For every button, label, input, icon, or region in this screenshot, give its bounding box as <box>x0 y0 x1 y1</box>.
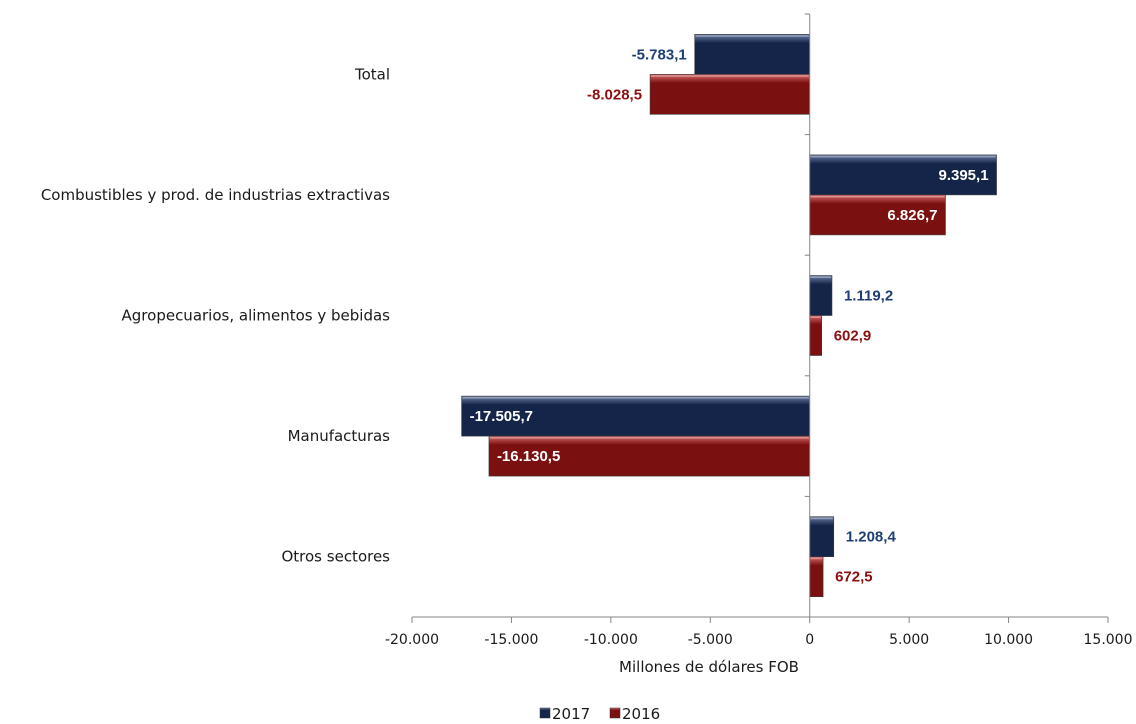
x-tick-label: 10.000 <box>984 632 1033 648</box>
bar-bevel-2017-otros-sectores <box>810 517 833 520</box>
x-tick-label: 0 <box>805 632 814 648</box>
bar-bevel-2017-manufacturas <box>462 397 809 399</box>
bar-bevel-2016-total <box>651 75 809 77</box>
legend-swatch-2016 <box>609 707 621 719</box>
bar-2017-manufacturas <box>461 395 811 437</box>
data-label-2017-otros-sectores: 1.208,4 <box>846 529 897 546</box>
data-label-2016-otros-sectores: 672,5 <box>835 569 873 586</box>
x-tick-label: -20.000 <box>385 632 439 648</box>
data-labels-group: -5.783,1 -8.028,5 9.395,1 6.826,7 1.119,2 602… <box>470 46 989 585</box>
data-label-2017-combustibles-y-prod-de-industrias-extractivas: 9.395,1 <box>938 167 988 184</box>
x-tick-label: -5.000 <box>688 632 733 648</box>
x-tick-label: 15.000 <box>1084 632 1133 648</box>
x-tick-label: -15.000 <box>484 632 538 648</box>
legend-label-2017: 2017 <box>552 705 590 723</box>
category-label-otros-sectores: Otros sectores <box>281 548 390 566</box>
data-label-2016-combustibles-y-prod-de-industrias-extractivas: 6.826,7 <box>887 207 937 224</box>
category-label-total: Total <box>354 65 390 83</box>
category-label-agropecuarios-alimentos-y-bebidas: Agropecuarios, alimentos y bebidas <box>122 307 391 325</box>
bar-2017-otros-sectores <box>809 516 835 558</box>
category-label-combustibles-y-prod-de-industrias-extractivas: Combustibles y prod. de industrias extra… <box>41 186 390 204</box>
legend: 2017 2016 <box>539 705 660 723</box>
bar-2016-combustibles-y-prod-de-industrias-extractivas <box>809 194 946 236</box>
legend-label-2016: 2016 <box>622 705 660 723</box>
data-label-2016-total: -8.028,5 <box>587 86 642 103</box>
bar-bevel-2016-agropecuarios-alimentos-y-bebidas <box>810 316 821 318</box>
bar-bevel-2016-manufacturas <box>489 437 809 439</box>
bars-group <box>461 33 997 598</box>
x-tick-label: 5.000 <box>889 632 929 648</box>
data-label-2017-agropecuarios-alimentos-y-bebidas: 1.119,2 <box>844 288 893 305</box>
bar-bevel-2017-combustibles-y-prod-de-industrias-extractivas <box>810 155 996 158</box>
bar-bevel-2017-total <box>695 35 809 37</box>
bar-2016-otros-sectores <box>809 556 824 598</box>
bar-2017-agropecuarios-alimentos-y-bebidas <box>809 275 833 316</box>
data-label-2017-total: -5.783,1 <box>632 46 687 63</box>
data-label-2016-agropecuarios-alimentos-y-bebidas: 602,9 <box>834 328 872 345</box>
x-axis-title: Millones de dólares FOB <box>619 658 799 676</box>
bar-bevel-2016-otros-sectores <box>810 557 823 560</box>
bar-2016-total <box>649 74 811 115</box>
data-label-2017-manufacturas: -17.505,7 <box>470 408 533 425</box>
bar-2016-manufacturas <box>488 435 811 477</box>
bar-bevel-2016-combustibles-y-prod-de-industrias-extractivas <box>810 195 945 198</box>
data-label-2016-manufacturas: -16.130,5 <box>497 448 560 465</box>
bar-2017-total <box>694 33 811 75</box>
axes-group: -20.000 -15.000 -10.000 -5.000 0 5.000 10.000 1… <box>385 13 1133 648</box>
category-label-manufacturas: Manufacturas <box>288 427 391 445</box>
bar-2016-agropecuarios-alimentos-y-bebidas <box>809 315 823 356</box>
bar-2017-combustibles-y-prod-de-industrias-extractivas <box>809 154 997 196</box>
category-labels: Total Combustibles y prod. de industrias … <box>41 65 390 565</box>
x-tick-label: -10.000 <box>584 632 638 648</box>
bar-bevel-2017-agropecuarios-alimentos-y-bebidas <box>810 276 831 278</box>
legend-swatch-2017 <box>539 707 551 719</box>
